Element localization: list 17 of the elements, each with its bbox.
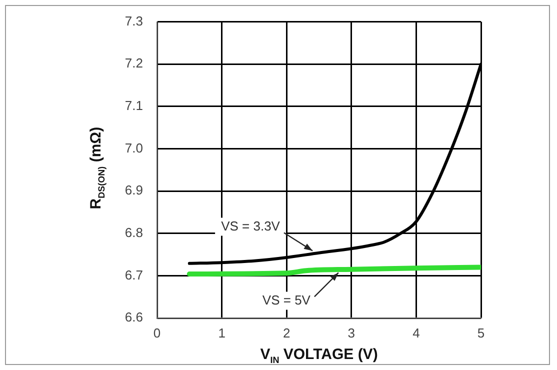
y-tick-label: 7.0 xyxy=(124,140,143,156)
x-tick-label: 3 xyxy=(348,325,356,340)
series-label: VS = 3.3V xyxy=(221,218,280,234)
x-tick-label: 1 xyxy=(218,325,226,340)
series-label: VS = 5V xyxy=(262,292,311,308)
y-tick-label: 7.2 xyxy=(124,56,143,71)
x-tick-label: 2 xyxy=(282,325,290,340)
y-tick-label: 7.1 xyxy=(124,98,143,114)
y-tick-label: 6.8 xyxy=(124,224,143,240)
x-tick-label: 5 xyxy=(477,325,485,340)
x-axis-title: V$_{IN}$ VOLTAGE (V) xyxy=(259,346,379,365)
x-tick-label: 0 xyxy=(153,325,161,340)
y-tick-label: 7.3 xyxy=(124,13,143,28)
x-tick-label: 4 xyxy=(412,325,420,340)
y-tick-label: 6.7 xyxy=(124,267,143,282)
y-tick-label: 6.6 xyxy=(124,310,143,325)
y-tick-label: 6.9 xyxy=(124,182,143,198)
